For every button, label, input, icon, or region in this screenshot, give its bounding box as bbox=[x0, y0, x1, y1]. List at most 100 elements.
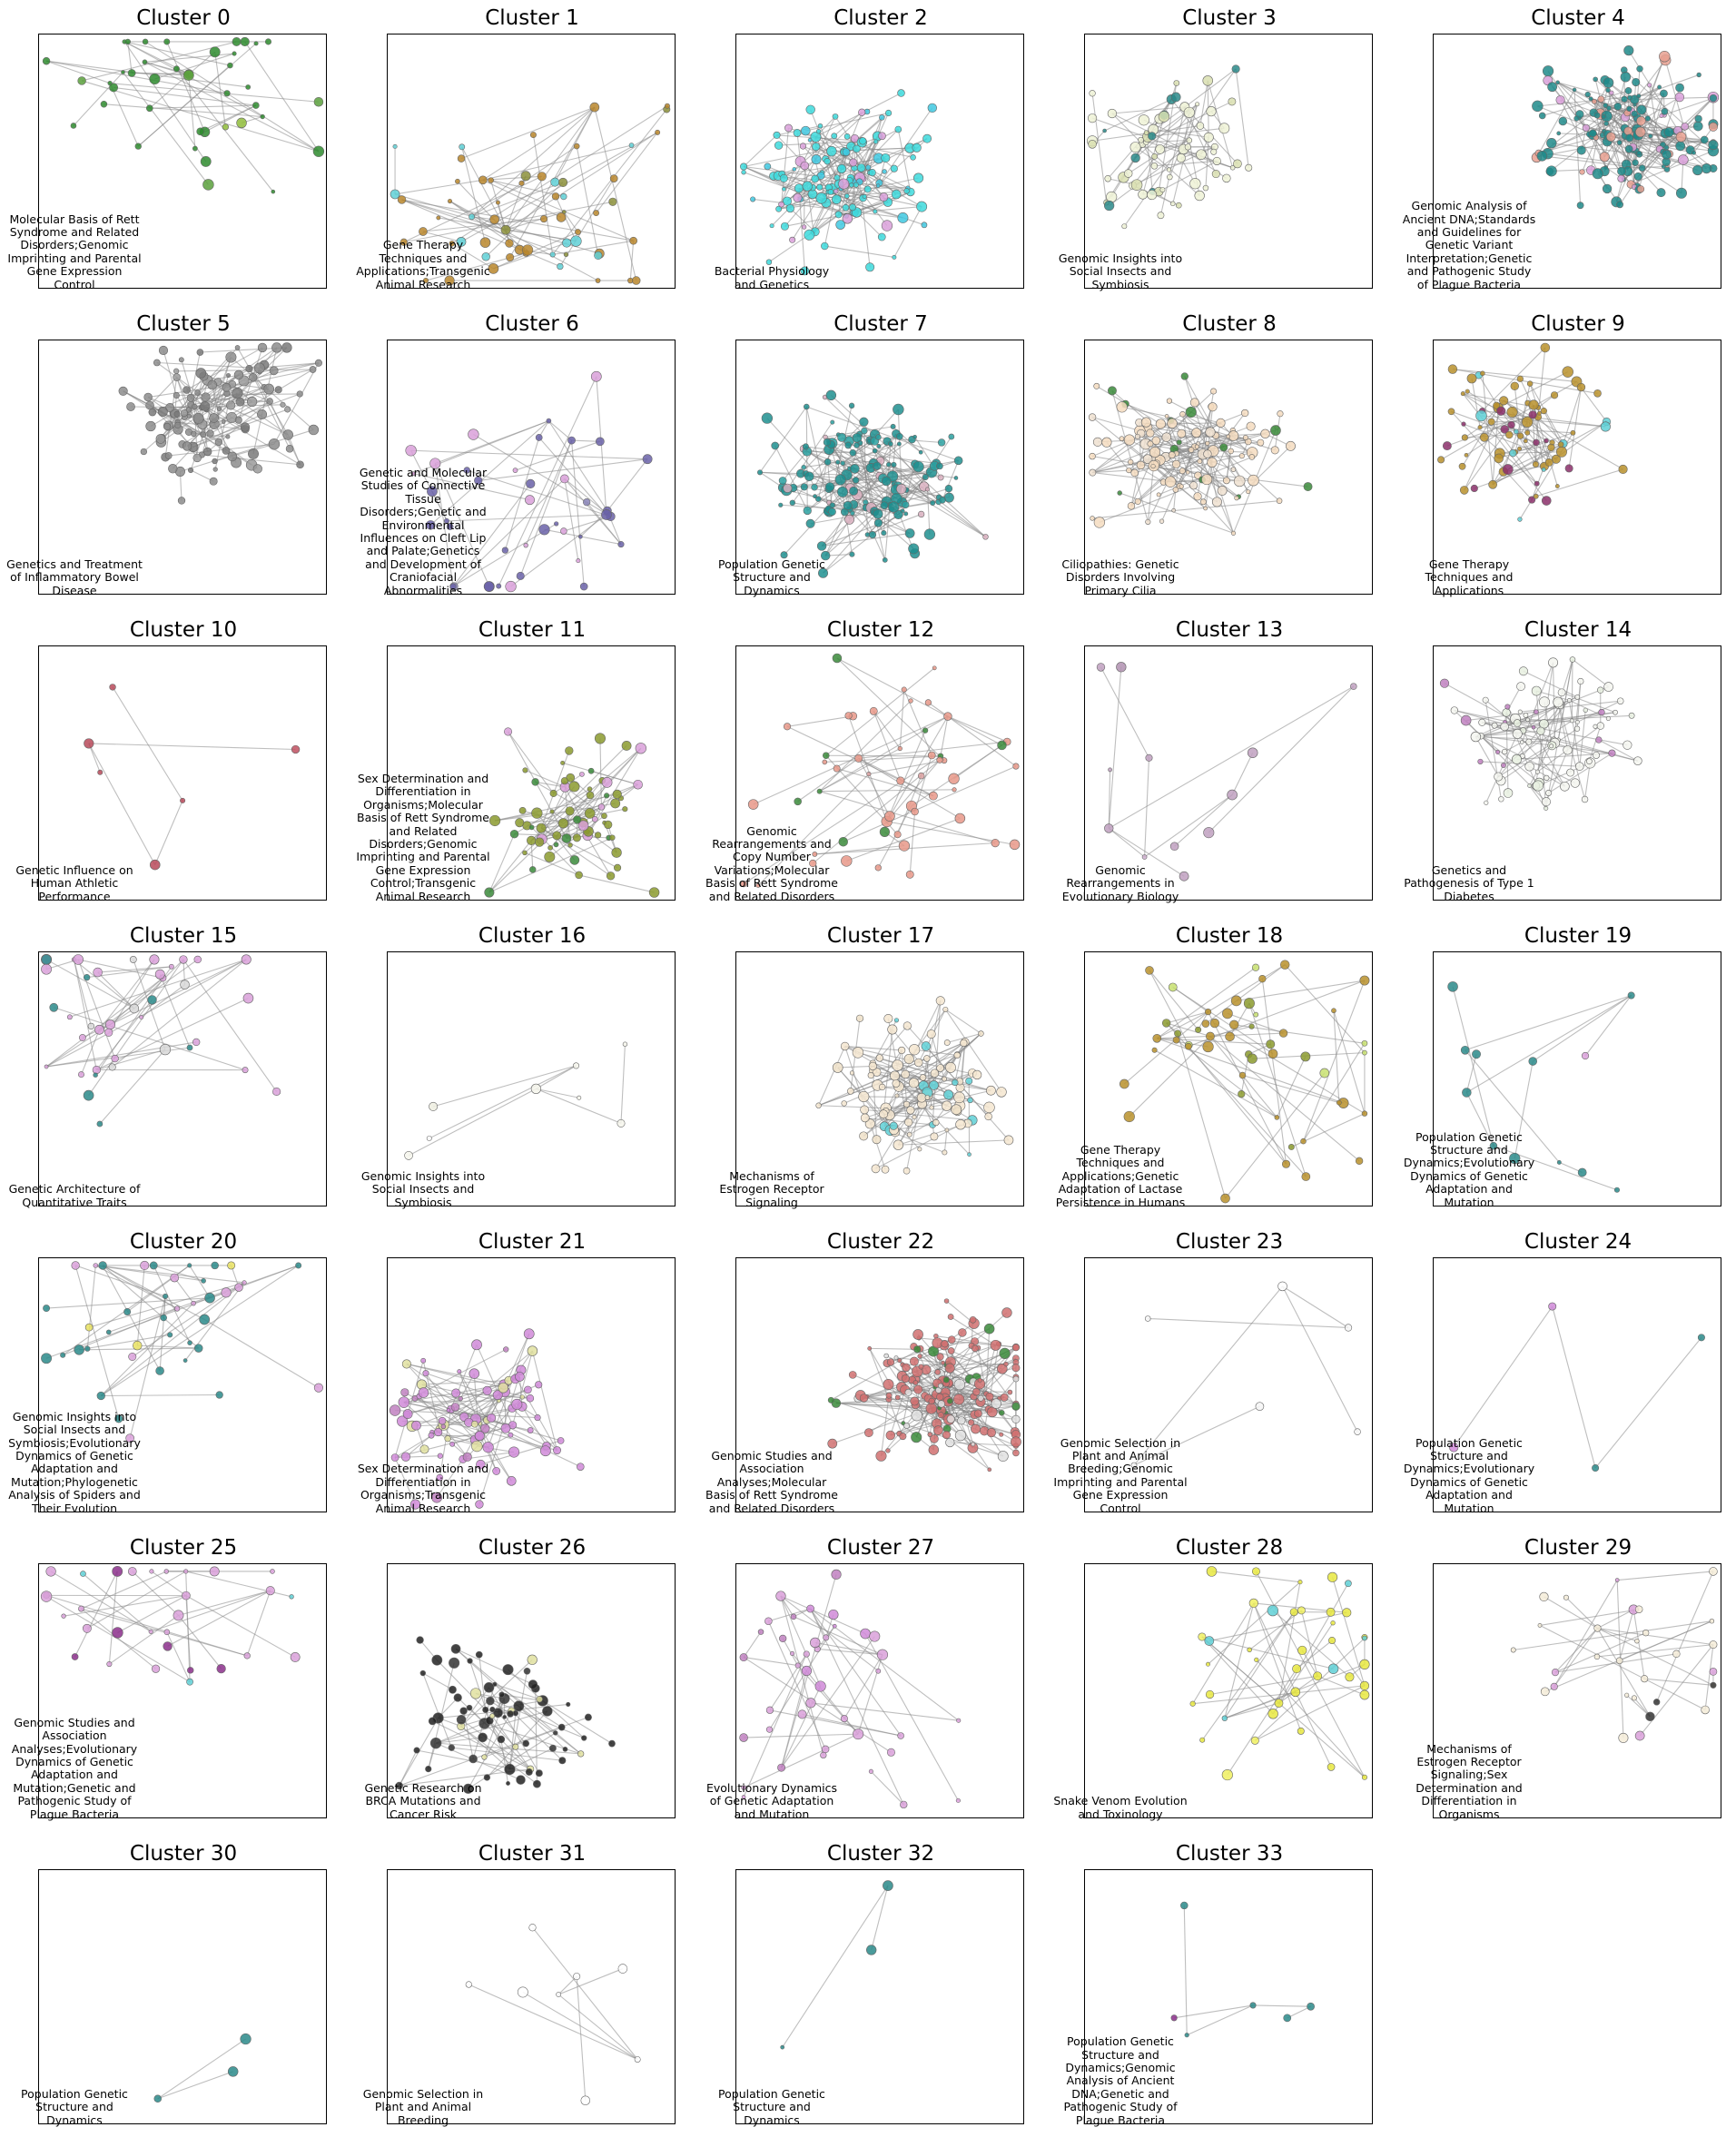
graph-node bbox=[1582, 796, 1588, 803]
graph-node bbox=[665, 103, 669, 108]
graph-node bbox=[158, 407, 167, 416]
graph-node bbox=[1252, 964, 1259, 971]
graph-edge bbox=[185, 1283, 244, 1361]
graph-node bbox=[1509, 449, 1516, 457]
graph-node bbox=[252, 103, 259, 109]
graph-node bbox=[315, 359, 321, 366]
community-label: Mechanisms of Estrogen Receptor Signalin… bbox=[1401, 1743, 1537, 1821]
graph-node bbox=[907, 1132, 912, 1137]
graph-node bbox=[1558, 689, 1565, 696]
graph-node bbox=[929, 1398, 935, 1404]
graph-node bbox=[1094, 517, 1105, 528]
graph-node bbox=[842, 1101, 847, 1107]
graph-node bbox=[878, 233, 885, 241]
graph-node bbox=[123, 1308, 130, 1315]
graph-node bbox=[1137, 461, 1145, 469]
graph-node bbox=[833, 113, 838, 119]
graph-node bbox=[974, 1410, 981, 1417]
graph-node bbox=[854, 754, 862, 762]
graph-node bbox=[1148, 441, 1153, 447]
graph-node bbox=[841, 1715, 847, 1721]
graph-node bbox=[1701, 136, 1708, 143]
graph-edge bbox=[152, 1571, 186, 1596]
graph-node bbox=[833, 654, 842, 663]
graph-node bbox=[1232, 65, 1240, 74]
graph-node bbox=[832, 133, 837, 139]
graph-node bbox=[1258, 439, 1264, 446]
graph-node bbox=[109, 84, 117, 92]
graph-node bbox=[1221, 1194, 1230, 1203]
graph-node bbox=[188, 1341, 192, 1345]
graph-node bbox=[1093, 438, 1102, 447]
graph-node bbox=[984, 1102, 995, 1113]
graph-node bbox=[1153, 1034, 1161, 1042]
graph-node bbox=[1297, 1607, 1305, 1614]
graph-node bbox=[226, 401, 235, 410]
graph-edge bbox=[1148, 1318, 1348, 1327]
graph-node bbox=[1541, 343, 1550, 352]
graph-node bbox=[1118, 491, 1122, 496]
community-label: Genomic Selection in Plant and Animal Br… bbox=[1052, 1437, 1189, 1515]
graph-node bbox=[890, 1122, 898, 1130]
graph-node bbox=[1195, 191, 1205, 201]
graph-node bbox=[587, 787, 592, 792]
graph-node bbox=[156, 434, 165, 443]
graph-node bbox=[1217, 419, 1226, 428]
graph-node bbox=[793, 167, 796, 171]
graph-frame: Gene Therapy Techniques and Applications… bbox=[387, 34, 676, 289]
graph-node bbox=[1271, 447, 1278, 454]
graph-frame: Gene Therapy Techniques and Applications… bbox=[1084, 951, 1373, 1206]
graph-node bbox=[1195, 445, 1198, 448]
graph-node bbox=[781, 222, 788, 230]
graph-node bbox=[1004, 1362, 1009, 1366]
graph-node bbox=[1709, 1567, 1717, 1575]
graph-node bbox=[913, 435, 917, 438]
graph-node bbox=[1248, 1054, 1258, 1064]
graph-node bbox=[1210, 1019, 1219, 1028]
graph-node bbox=[784, 124, 792, 132]
graph-node bbox=[947, 1398, 952, 1403]
graph-node bbox=[1709, 140, 1719, 150]
graph-node bbox=[1495, 750, 1499, 753]
graph-node bbox=[904, 1054, 914, 1064]
graph-node bbox=[1204, 827, 1214, 837]
graph-node bbox=[560, 475, 568, 483]
graph-node bbox=[1577, 383, 1585, 391]
graph-node bbox=[942, 1077, 946, 1081]
graph-node bbox=[861, 1629, 871, 1639]
graph-node bbox=[577, 1096, 581, 1099]
graph-node bbox=[1594, 1654, 1600, 1659]
graph-node bbox=[1013, 1376, 1019, 1382]
panel-title: Cluster 6 bbox=[387, 310, 677, 338]
graph-node bbox=[469, 1369, 479, 1379]
graph-node bbox=[804, 1651, 810, 1658]
graph-frame: Genetics and Treatment of Inflammatory B… bbox=[38, 340, 327, 595]
graph-node bbox=[1710, 1668, 1717, 1675]
graph-node bbox=[948, 1314, 953, 1319]
graph-node bbox=[1139, 137, 1144, 143]
graph-node bbox=[812, 143, 820, 151]
graph-edge bbox=[1145, 795, 1233, 857]
graph-node bbox=[1676, 188, 1686, 198]
graph-node bbox=[432, 1655, 442, 1665]
graph-node bbox=[1301, 1138, 1307, 1144]
graph-edge bbox=[137, 1266, 144, 1345]
graph-node bbox=[827, 146, 837, 156]
graph-node bbox=[1128, 502, 1135, 509]
graph-node bbox=[766, 1727, 773, 1733]
panel-title: Cluster 9 bbox=[1433, 310, 1723, 338]
graph-node bbox=[902, 687, 906, 692]
community-label: Population Genetic Structure and Dynamic… bbox=[704, 2088, 840, 2127]
graph-node bbox=[1195, 1027, 1200, 1032]
graph-frame: Gene Therapy Techniques and Applications bbox=[1433, 340, 1721, 595]
graph-node bbox=[826, 390, 836, 400]
graph-node bbox=[949, 773, 960, 784]
graph-node bbox=[244, 1653, 251, 1659]
graph-edge bbox=[113, 960, 247, 1067]
graph-nodes bbox=[41, 954, 281, 1127]
graph-node bbox=[954, 1379, 965, 1390]
graph-node bbox=[523, 768, 528, 773]
graph-node bbox=[956, 1798, 961, 1803]
